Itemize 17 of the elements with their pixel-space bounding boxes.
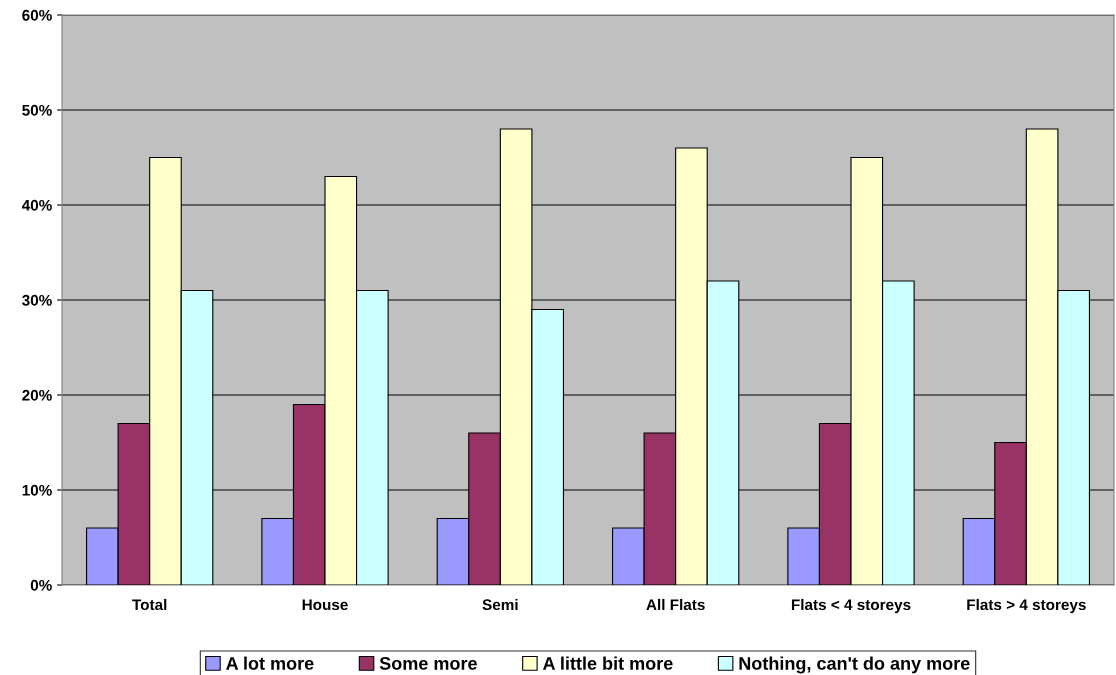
legend-label: A little bit more bbox=[542, 656, 673, 670]
x-tick-label: Flats > 4 storeys bbox=[967, 598, 1086, 614]
y-tick-label: 20% bbox=[22, 389, 52, 401]
y-tick-label: 40% bbox=[21, 199, 52, 211]
y-tick-label: 50% bbox=[22, 104, 52, 116]
y-tick-label: 60% bbox=[22, 9, 52, 21]
legend-label: Nothing, can't do any more bbox=[739, 656, 970, 674]
legend-label: Some more bbox=[379, 657, 477, 670]
y-tick-label: 30% bbox=[22, 294, 52, 306]
legend-label: A lot more bbox=[226, 656, 314, 670]
y-tick-label: 0% bbox=[30, 579, 52, 591]
x-tick-label: All Flats bbox=[646, 598, 705, 611]
x-tick-label: Flats < 4 storeys bbox=[791, 598, 911, 614]
x-tick-label: House bbox=[302, 599, 348, 611]
x-tick-label: Total bbox=[132, 598, 167, 611]
x-tick-label: Semi bbox=[482, 598, 518, 611]
y-tick-label: 10% bbox=[22, 484, 52, 496]
